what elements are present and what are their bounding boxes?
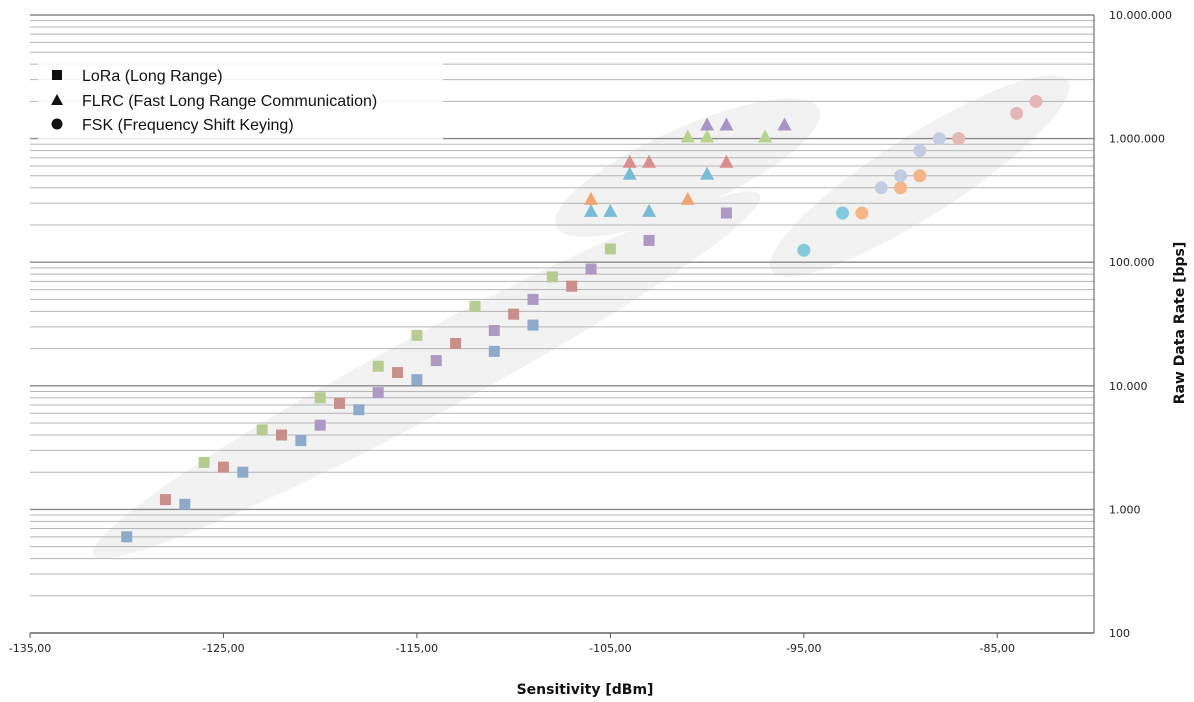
fsk-point: [836, 206, 850, 220]
cluster-ellipse-square: [92, 191, 761, 559]
lora-point: [334, 397, 346, 409]
lora-point: [643, 234, 655, 246]
x-tick-label: -115,00: [396, 642, 438, 655]
fsk-point: [855, 206, 869, 220]
legend-label-fsk: FSK (Frequency Shift Keying): [82, 117, 294, 134]
x-tick-label: -85,00: [980, 642, 1015, 655]
y-tick-label: 10.000.000: [1109, 9, 1172, 22]
fsk-point: [1029, 94, 1043, 108]
fsk-point: [913, 169, 927, 183]
cluster-ellipse-triangle: [555, 98, 821, 237]
lora-point: [430, 355, 442, 367]
lora-point: [372, 387, 384, 399]
fsk-point: [797, 243, 811, 257]
y-tick-label: 10.000: [1109, 380, 1148, 393]
tick-labels: 100 1.000 10.000 100.000 1.000.000 10.000.000…: [9, 9, 1172, 655]
flrc-point: [622, 166, 637, 180]
lora-point: [179, 498, 191, 510]
flrc-point: [758, 129, 773, 143]
flrc-point: [719, 117, 734, 131]
lora-point: [469, 300, 481, 312]
fsk-point: [952, 132, 966, 146]
lora-point: [527, 319, 539, 331]
lora-point: [392, 367, 404, 379]
legend-box: [38, 62, 443, 140]
lora-point: [256, 424, 268, 436]
y-tick-label: 100: [1109, 627, 1130, 640]
fsk-point: [894, 169, 908, 183]
lora-point: [546, 271, 558, 283]
x-tick-label: -105,00: [589, 642, 631, 655]
x-tick-label: -125,00: [202, 642, 244, 655]
legend-item-fsk: FSK (Frequency Shift Keying): [51, 117, 294, 134]
lora-point: [121, 531, 133, 543]
lora-point: [217, 461, 229, 473]
lora-point: [159, 494, 171, 506]
x-tick-label: -95,00: [786, 642, 821, 655]
lora-point: [314, 392, 326, 404]
fsk-point: [913, 144, 927, 158]
lora-point: [604, 243, 616, 255]
y-axis-title: Raw Data Rate [bps]: [1172, 242, 1188, 405]
axes: [30, 15, 1095, 634]
y-tick-label: 1.000: [1109, 503, 1141, 516]
x-tick-label: -135,00: [9, 642, 51, 655]
fsk-point: [874, 181, 888, 195]
flrc-point: [622, 154, 637, 168]
x-axis-title: Sensitivity [dBm]: [517, 682, 654, 698]
lora-point: [720, 207, 732, 219]
fsk-point: [894, 181, 908, 195]
legend-triangle-marker: [51, 94, 63, 105]
flrc-point: [642, 203, 657, 217]
lora-point: [508, 308, 520, 320]
legend-label-lora: LoRa (Long Range): [82, 68, 223, 85]
lora-point: [488, 345, 500, 357]
data-points: [121, 94, 1043, 543]
flrc-point: [777, 117, 792, 131]
y-tick-label: 1.000.000: [1109, 133, 1165, 146]
lora-point: [488, 325, 500, 337]
lora-point: [314, 419, 326, 431]
flrc-point: [680, 129, 695, 143]
lora-point: [566, 280, 578, 292]
flrc-point: [719, 154, 734, 168]
lora-point: [295, 435, 307, 447]
flrc-point: [700, 117, 715, 131]
y-tick-label: 100.000: [1109, 256, 1155, 269]
flrc-point: [603, 203, 618, 217]
fsk-point: [1010, 106, 1024, 120]
lora-point: [275, 429, 287, 441]
legend-item-flrc: FLRC (Fast Long Range Communication): [51, 93, 377, 110]
lora-point: [450, 337, 462, 349]
lora-point: [585, 263, 597, 275]
legend: LoRa (Long Range) FLRC (Fast Long Range …: [38, 62, 443, 140]
lora-point: [198, 456, 210, 468]
lora-point: [353, 404, 365, 416]
lora-point: [237, 466, 249, 478]
legend-label-flrc: FLRC (Fast Long Range Communication): [82, 93, 377, 110]
lora-point: [411, 329, 423, 341]
legend-circle-marker: [51, 118, 63, 130]
flrc-point: [584, 203, 599, 217]
flrc-point: [642, 154, 657, 168]
lora-point: [372, 360, 384, 372]
flrc-point: [584, 191, 599, 205]
lora-point: [527, 293, 539, 305]
fsk-point: [932, 132, 946, 146]
flrc-point: [700, 129, 715, 143]
legend-square-marker: [52, 70, 62, 80]
lora-point: [411, 374, 423, 386]
legend-item-lora: LoRa (Long Range): [52, 68, 223, 85]
flrc-point: [680, 191, 695, 205]
flrc-point: [700, 166, 715, 180]
